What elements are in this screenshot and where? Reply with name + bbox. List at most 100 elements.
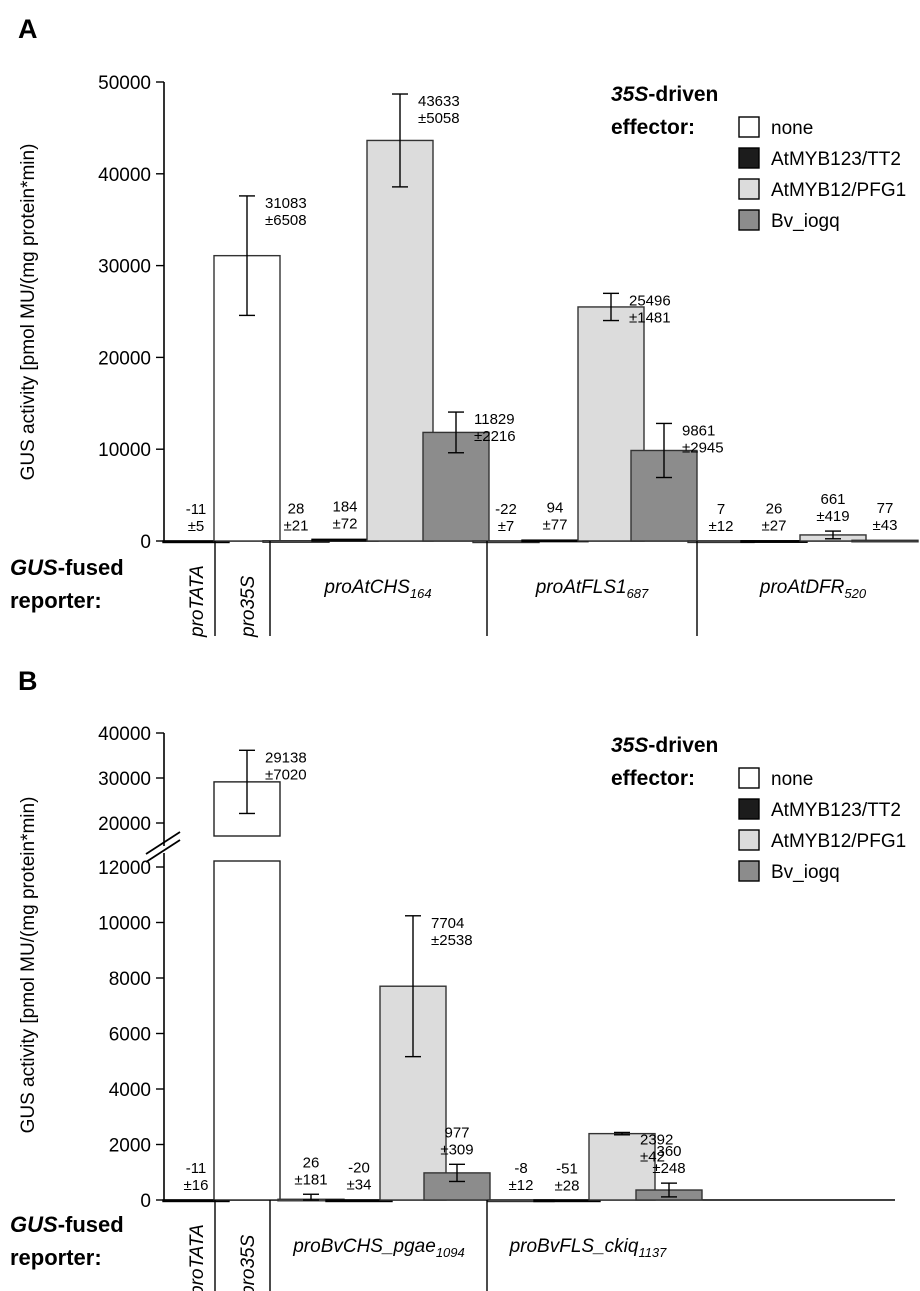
legend-swatch: [738, 116, 760, 138]
group-label: pro35S: [238, 575, 259, 638]
legend-entry-label: AtMYB123/TT2: [771, 149, 901, 170]
panel-b-y-axis-label: GUS activity [pmol MU/(mg protein*min): [18, 797, 39, 1134]
legend-entry-label: none: [771, 769, 813, 790]
group-label-name: proBvFLS_ckiq: [509, 1236, 639, 1257]
bar: [588, 1132, 656, 1201]
data-label-error: ±28: [555, 1178, 580, 1195]
data-label-value: -11: [186, 1160, 207, 1177]
y-tick-label: 0: [140, 1191, 151, 1212]
data-label-value: 11829: [474, 411, 515, 428]
bar: [366, 139, 434, 542]
data-label-value: 29138: [265, 749, 307, 766]
legend-swatch: [738, 798, 760, 820]
panel-b-reporter-label: GUS-fused reporter:: [10, 1212, 124, 1270]
bar: [851, 539, 919, 543]
panel-b-legend-title: 35S-driven: [611, 734, 718, 757]
panel-a-reporter-line1: GUS-fused: [10, 555, 124, 580]
data-label-error: ±6508: [265, 212, 307, 229]
panel-b-label: B: [18, 666, 38, 696]
panel-b: B GUS activity [pmol MU/(mg protein*min)…: [10, 666, 906, 1291]
group-label: proTATA: [187, 1224, 208, 1291]
legend-entry-label: AtMYB12/PFG1: [771, 180, 906, 201]
group-label-subscript: 687: [627, 586, 649, 601]
panel-a-legend-title-line2: effector:: [611, 116, 695, 139]
legend-title-35s: 35S: [611, 734, 648, 757]
y-tick-label: 12000: [98, 858, 151, 879]
legend-entry-label: Bv_iogq: [771, 862, 840, 883]
panel-a-y-axis-label: GUS activity [pmol MU/(mg protein*min): [18, 144, 39, 481]
y-tick-label: 0: [140, 532, 151, 553]
data-label-error: ±34: [347, 1177, 372, 1194]
panel-b-legend-title-line2: effector:: [611, 767, 695, 790]
group-label: proAtCHS164: [323, 577, 431, 601]
group-label: proBvFLS_ckiq1137: [509, 1236, 668, 1260]
legend-entry-label: AtMYB12/PFG1: [771, 831, 906, 852]
data-label-value: 25496: [629, 292, 671, 309]
y-tick-label: 6000: [109, 1025, 151, 1046]
data-label-error: ±27: [762, 518, 787, 535]
data-label-error: ±12: [509, 1177, 534, 1194]
axis-break-mark: [145, 839, 181, 863]
legend-title-35s: 35S: [611, 83, 648, 106]
data-label-value: 9861: [682, 422, 715, 439]
group-label-name: proBvCHS_pgae: [292, 1236, 436, 1257]
panel-a-reporter-label: GUS-fused reporter:: [10, 555, 124, 613]
group-label-name: proAtDFR: [759, 577, 845, 598]
bar: [213, 860, 281, 1201]
data-label-error: ±7: [498, 518, 515, 535]
reporter-fused: -fused: [58, 555, 124, 580]
axis-break-mark: [145, 831, 181, 855]
bar: [325, 1199, 393, 1203]
data-label-value: 2392: [640, 1131, 673, 1148]
legend-swatch: [738, 767, 760, 789]
data-label-error: ±72: [333, 516, 358, 533]
data-label-error: ±12: [709, 518, 734, 535]
legend-entry-label: AtMYB123/TT2: [771, 800, 901, 821]
data-label-error: ±43: [873, 517, 898, 534]
data-label-error: ±2216: [474, 428, 516, 445]
data-label-value: 94: [547, 499, 564, 516]
group-label-subscript: 1137: [638, 1245, 667, 1260]
panel-a: A GUS activity [pmol MU/(mg protein*min)…: [10, 14, 919, 638]
legend-entry-label: Bv_iogq: [771, 211, 840, 232]
legend-swatch: [738, 147, 760, 169]
panel-b-legend: 35S-driven effector: none AtMYB123/TT2 AtM…: [611, 734, 906, 883]
data-label-error: ±181: [294, 1171, 327, 1188]
y-tick-label: 40000: [98, 724, 151, 745]
data-label-error: ±21: [284, 518, 309, 535]
y-tick-label: 2000: [109, 1136, 151, 1157]
data-label-error: ±419: [816, 508, 849, 525]
y-tick-label: 30000: [98, 257, 151, 278]
y-tick-label: 10000: [98, 914, 151, 935]
y-tick-label: 4000: [109, 1080, 151, 1101]
y-tick-label: 50000: [98, 73, 151, 94]
group-label: proAtDFR520: [759, 577, 867, 601]
data-label-value: 184: [332, 499, 357, 516]
legend-swatch: [738, 209, 760, 231]
data-label-value: 360: [656, 1143, 681, 1160]
data-label-error: ±2945: [682, 439, 724, 456]
panel-a-group-labels: proTATA pro35S proAtCHS164 proAtFLS1687 proA…: [187, 541, 867, 638]
group-label-name: proAtFLS1: [535, 577, 627, 598]
y-tick-label: 20000: [98, 348, 151, 369]
data-label-error: ±16: [184, 1177, 209, 1194]
legend-entry-label: none: [771, 118, 813, 139]
legend-title-driven: -driven: [648, 734, 718, 757]
panel-a-bars: -11±5 31083±6508 28±21 184±72 43633±5058 1182…: [162, 93, 919, 544]
group-label-name: proAtCHS: [323, 577, 410, 598]
panel-a-y-ticks: 0 10000 20000 30000 40000 50000: [98, 73, 164, 553]
bar: [533, 1199, 601, 1203]
legend-swatch: [738, 178, 760, 200]
panel-b-reporter-line2: reporter:: [10, 1245, 102, 1270]
panel-a-label: A: [18, 14, 38, 44]
data-label-value: 31083: [265, 195, 307, 212]
bar: [162, 540, 230, 544]
data-label-error: ±5058: [418, 110, 460, 127]
panel-a-reporter-line2: reporter:: [10, 588, 102, 613]
panel-b-bars: -11±16 29138±7020 26±181 -20±34 7704±2538 977…: [162, 749, 703, 1203]
data-label-value: -22: [495, 501, 517, 518]
data-label-value: 26: [766, 501, 783, 518]
group-label: proTATA: [187, 565, 208, 638]
data-label-error: ±309: [440, 1141, 473, 1158]
